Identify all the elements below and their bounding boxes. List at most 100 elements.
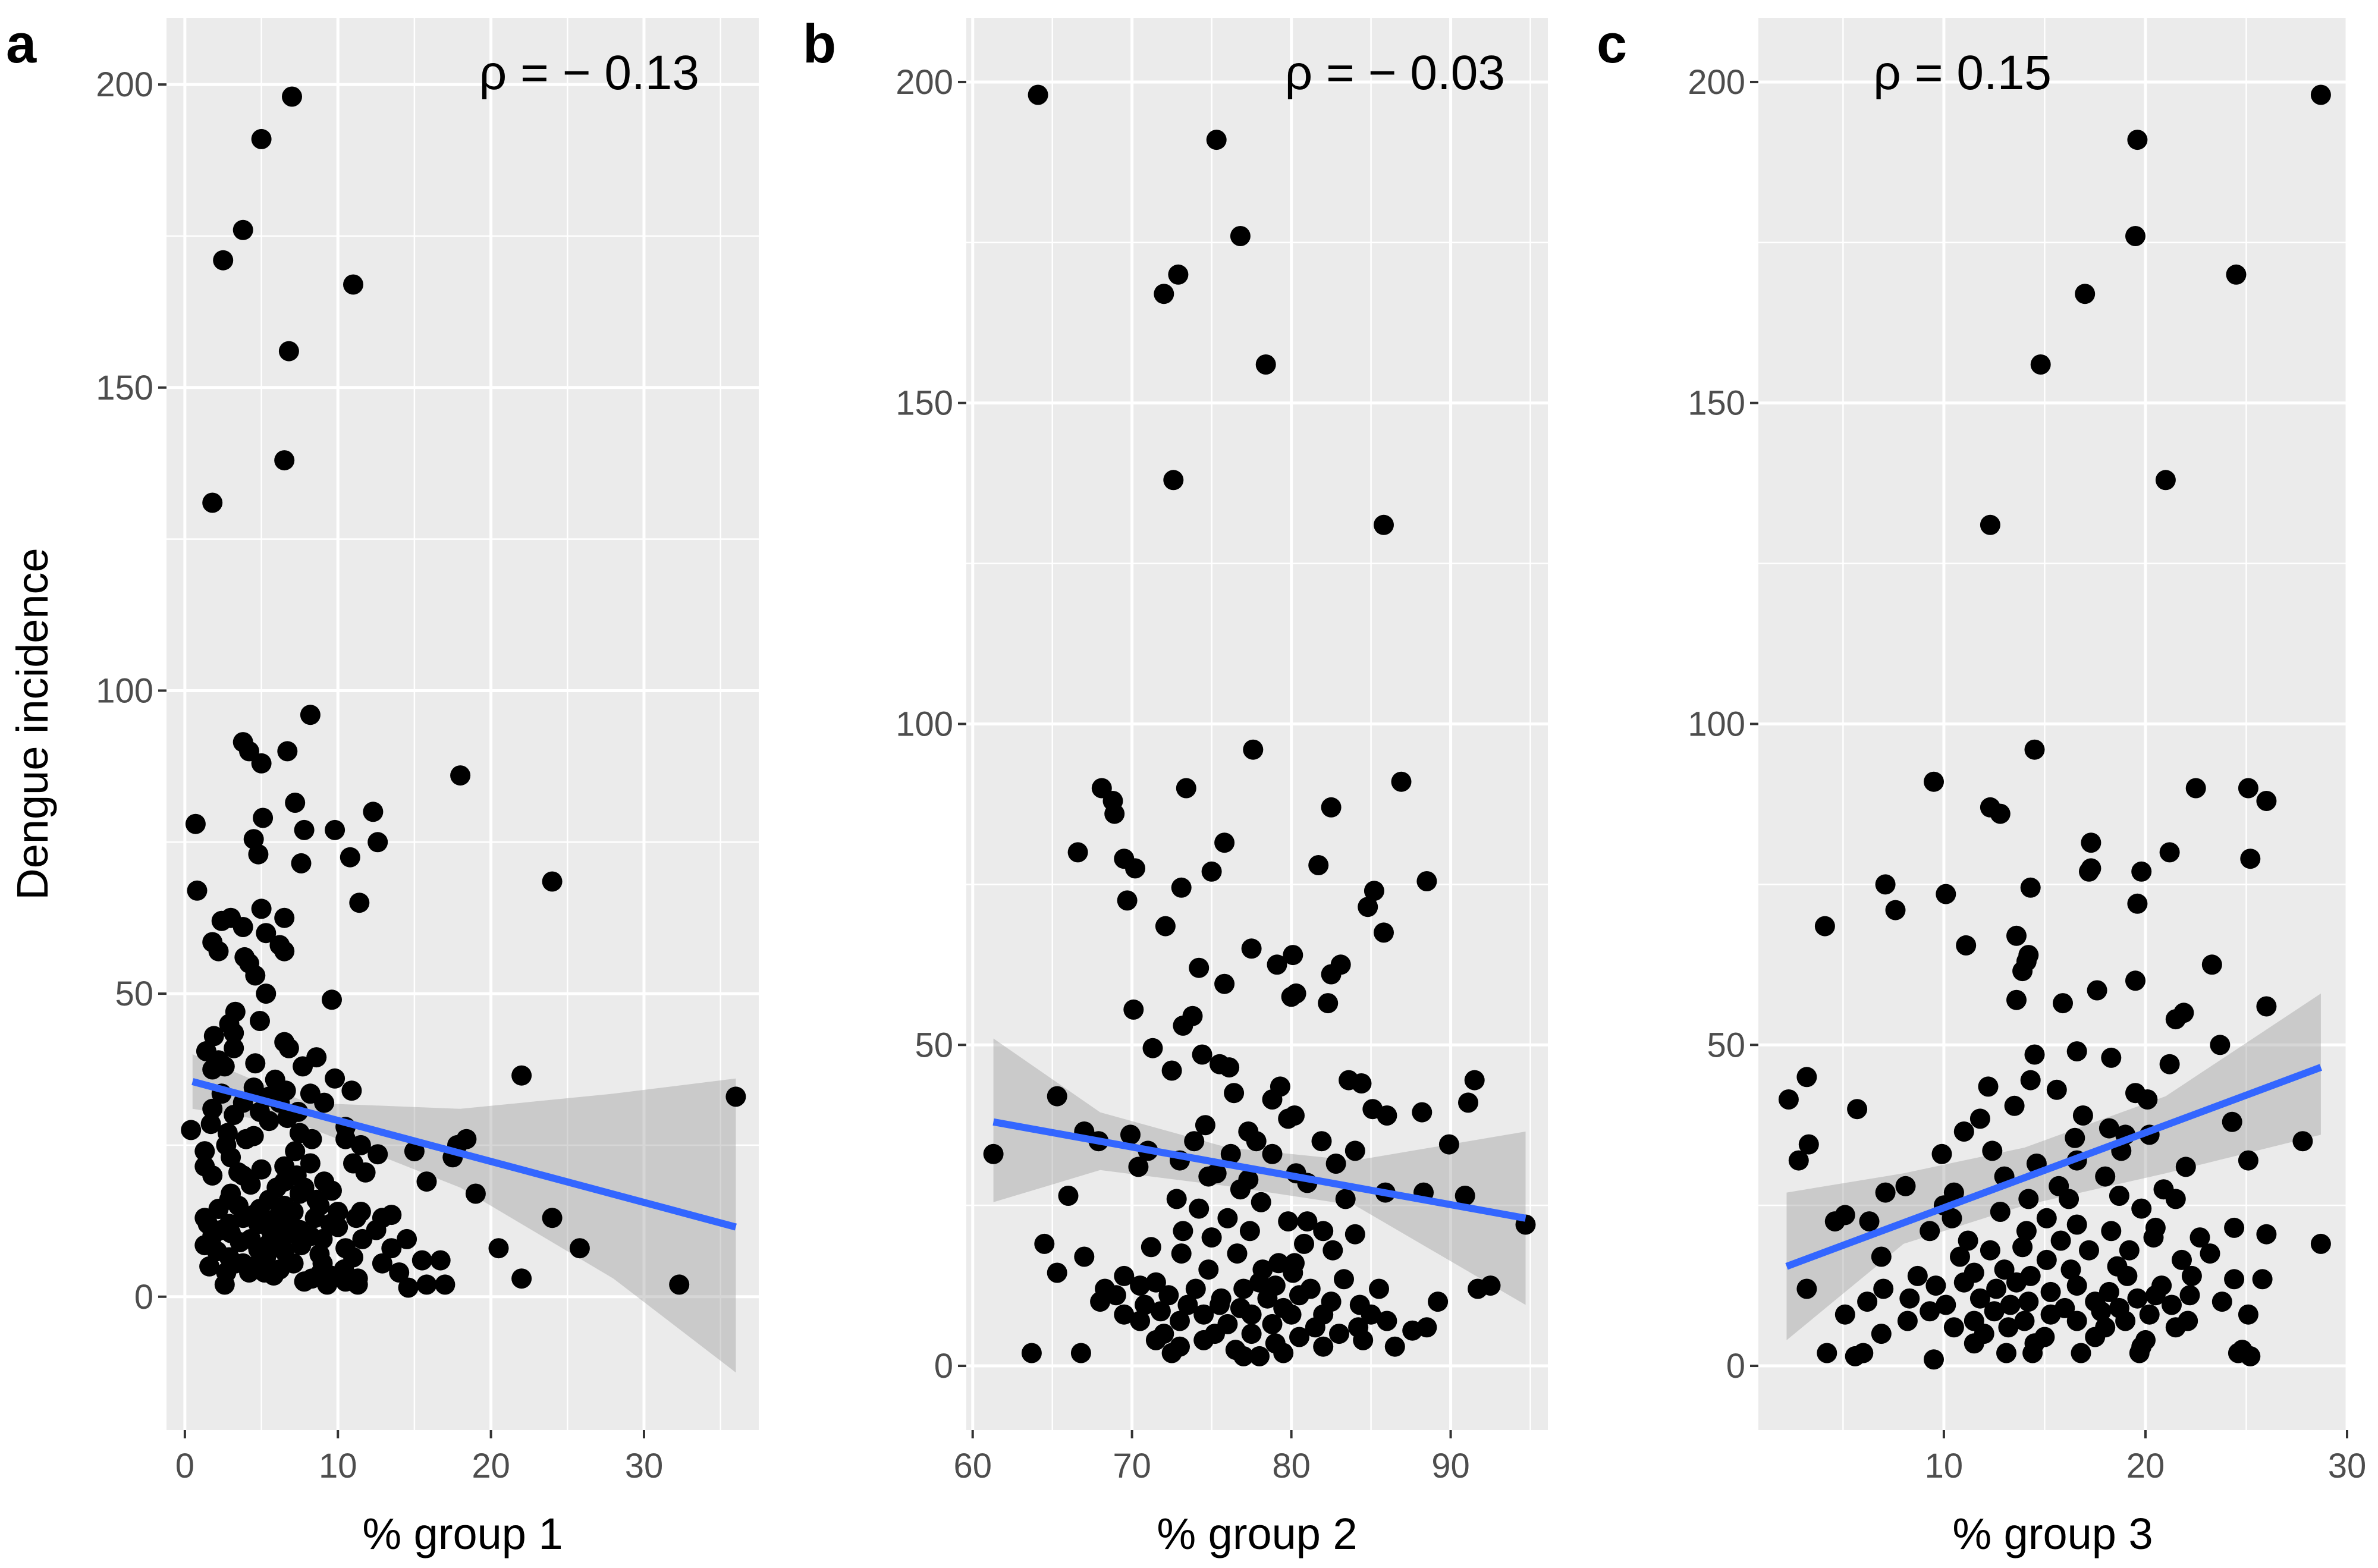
data-point [2155, 470, 2176, 491]
confidence-band [192, 1054, 736, 1373]
data-point [2200, 1243, 2220, 1264]
data-point [2256, 1224, 2277, 1245]
data-point [2099, 1281, 2119, 1302]
data-point [2238, 1150, 2258, 1171]
data-point [2101, 1047, 2122, 1068]
data-point [322, 989, 342, 1010]
data-point [1817, 1343, 1837, 1363]
data-point [278, 341, 299, 362]
data-point [2000, 1294, 2021, 1315]
data-point [1257, 1288, 1278, 1309]
data-point [2014, 1311, 2035, 1331]
x-tick-label: 90 [1431, 1447, 1470, 1485]
data-point [1969, 1108, 1990, 1129]
data-point [450, 765, 471, 786]
data-point [1289, 1327, 1309, 1347]
data-point [1249, 1272, 1270, 1293]
data-point [1233, 1278, 1254, 1299]
data-point [352, 1228, 373, 1249]
data-point [343, 274, 363, 295]
data-point [1104, 803, 1125, 824]
data-point [1123, 999, 1144, 1020]
data-point [2240, 849, 2261, 869]
x-tick-label: 20 [472, 1447, 510, 1485]
data-point [1150, 1301, 1171, 1322]
data-point [1824, 1211, 1845, 1232]
data-point [1936, 884, 1956, 904]
data-point [397, 1228, 417, 1249]
data-point [416, 1171, 437, 1192]
data-point [1058, 1186, 1079, 1206]
x-axis-title: % group 1 [362, 1509, 563, 1558]
data-point [2137, 1089, 2158, 1110]
data-point [1345, 1224, 1365, 1245]
y-tick-label: 100 [96, 671, 153, 710]
data-point [1994, 1259, 2015, 1280]
data-point [1028, 84, 1048, 105]
data-point [1171, 877, 1192, 898]
data-point [1230, 226, 1251, 246]
data-point [1847, 1099, 1868, 1120]
data-point [2109, 1186, 2129, 1206]
data-point [1384, 1336, 1405, 1357]
data-point [1920, 1301, 1940, 1322]
data-point [2012, 961, 2033, 982]
data-point [1335, 1189, 1356, 1209]
data-point [1943, 1317, 1964, 1338]
y-tick-label: 200 [896, 63, 953, 102]
data-point [2172, 1249, 2192, 1270]
data-point [274, 907, 295, 928]
data-point [2256, 791, 2277, 811]
data-point [2125, 226, 2145, 246]
data-point [1305, 1317, 1325, 1338]
data-point [1950, 1246, 1970, 1267]
data-point [1885, 900, 1906, 920]
data-point [1090, 1292, 1111, 1312]
data-point [1990, 1202, 2011, 1222]
data-point [511, 1065, 532, 1086]
data-point [181, 1120, 202, 1140]
data-point [1289, 1285, 1309, 1306]
data-point [256, 983, 277, 1004]
data-point [1798, 1134, 1819, 1155]
x-tick-label: 30 [625, 1447, 664, 1485]
panel-tag: a [6, 14, 37, 74]
data-point [202, 1098, 223, 1119]
data-point [2024, 739, 2045, 760]
y-tick-label: 0 [1726, 1347, 1745, 1385]
data-point [2053, 993, 2073, 1014]
data-point [1241, 1304, 1262, 1325]
data-point [725, 1086, 746, 1107]
data-point [1171, 1243, 1192, 1264]
data-point [389, 1262, 410, 1283]
data-point [1021, 1343, 1042, 1363]
data-point [1438, 1134, 1459, 1155]
data-point [1845, 1346, 1865, 1366]
data-point [1219, 1057, 1240, 1078]
data-point [669, 1274, 690, 1295]
data-point [346, 1208, 367, 1228]
data-point [2066, 1041, 2087, 1062]
x-tick-label: 30 [2328, 1447, 2367, 1485]
data-point [291, 853, 312, 873]
data-point [211, 910, 232, 931]
data-point [2189, 1227, 2210, 1248]
data-point [251, 898, 272, 919]
data-point [1145, 1330, 1166, 1350]
data-point [1114, 1304, 1135, 1325]
data-point [2117, 1265, 2138, 1286]
data-point [1128, 1157, 1149, 1177]
y-axis-title: Dengue incidence [8, 548, 57, 900]
data-point [2085, 1327, 2106, 1347]
x-axis-title: % group 2 [1157, 1509, 1357, 1558]
data-point [2210, 1035, 2231, 1055]
data-point [2162, 1294, 2182, 1315]
data-point [1268, 1253, 1289, 1274]
correlation-annotation: ρ = − 0.13 [479, 46, 699, 100]
data-point [1391, 771, 1412, 792]
data-point [1873, 1278, 1894, 1299]
data-point [1859, 1211, 1880, 1232]
data-point [2139, 1304, 2160, 1325]
data-point [1168, 264, 1189, 285]
data-point [1428, 1292, 1449, 1312]
